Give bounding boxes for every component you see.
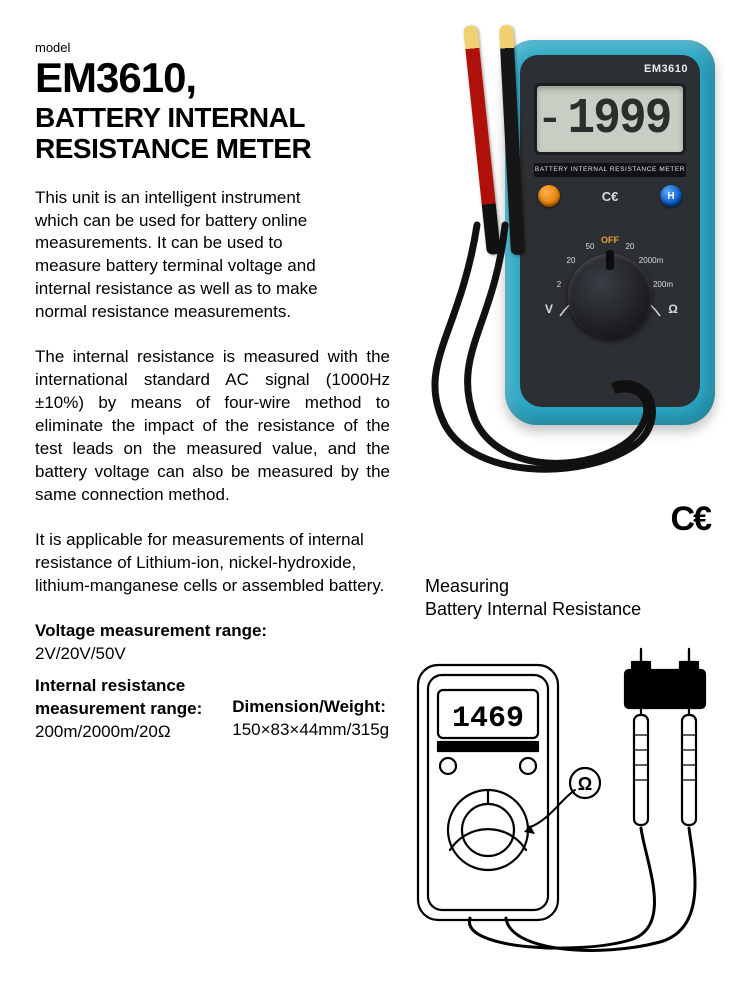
lcd-sublabel: BATTERY INTERNAL RESISTANCE METER — [534, 163, 686, 177]
lcd-sign: - — [537, 99, 563, 140]
dimension-value: 150×83×44mm/315g — [232, 719, 389, 742]
wiring-diagram: 1469 Ω — [400, 640, 720, 955]
subtitle-line2: RESISTANCE METER — [35, 133, 311, 164]
svg-text:V: V — [545, 302, 553, 316]
diagram-title: Measuring Battery Internal Resistance — [425, 575, 695, 622]
paragraph-3: It is applicable for measurements of int… — [35, 529, 395, 598]
svg-text:50: 50 — [586, 242, 595, 251]
meter-face: EM3610 - 1999 BATTERY INTERNAL RESISTANC… — [520, 55, 700, 407]
ir-range-label-1: Internal resistance — [35, 675, 202, 698]
svg-text:200m: 200m — [653, 280, 673, 289]
ir-range-label-2: measurement range: — [35, 698, 202, 721]
lcd-display: - 1999 — [534, 83, 686, 155]
hold-button: H — [660, 185, 682, 207]
svg-text:20: 20 — [626, 242, 635, 251]
rotary-knob — [568, 254, 652, 338]
svg-text:2: 2 — [557, 280, 562, 289]
backlight-button — [538, 185, 560, 207]
svg-text:OFF: OFF — [601, 235, 619, 245]
svg-text:20: 20 — [567, 256, 576, 265]
meter-brand-label: EM3610 — [644, 63, 688, 75]
svg-text:1469: 1469 — [452, 702, 524, 736]
svg-text:Ω: Ω — [578, 774, 592, 794]
lcd-digits: 1999 — [567, 91, 670, 148]
paragraph-2: The internal resistance is measured with… — [35, 346, 390, 507]
probe-red — [463, 25, 501, 255]
ce-mark-large: C€ — [671, 500, 710, 539]
ir-range-value: 200m/2000m/20Ω — [35, 721, 202, 744]
ce-mark-small: C€ — [602, 189, 619, 204]
meter-shell: EM3610 - 1999 BATTERY INTERNAL RESISTANC… — [505, 40, 715, 425]
dimension-label: Dimension/Weight: — [232, 696, 389, 719]
dial-area: OFF 50 20 2 V 20 2000m 200m Ω — [520, 215, 700, 387]
paragraph-1: This unit is an intelligent instrument w… — [35, 187, 335, 325]
svg-text:Ω: Ω — [668, 302, 678, 316]
svg-text:2000m: 2000m — [639, 256, 664, 265]
subtitle-line1: BATTERY INTERNAL — [35, 102, 305, 133]
diagram-title-l2: Battery Internal Resistance — [425, 599, 641, 619]
diagram-title-l1: Measuring — [425, 576, 509, 596]
product-photo: EM3610 - 1999 BATTERY INTERNAL RESISTANC… — [415, 25, 715, 485]
